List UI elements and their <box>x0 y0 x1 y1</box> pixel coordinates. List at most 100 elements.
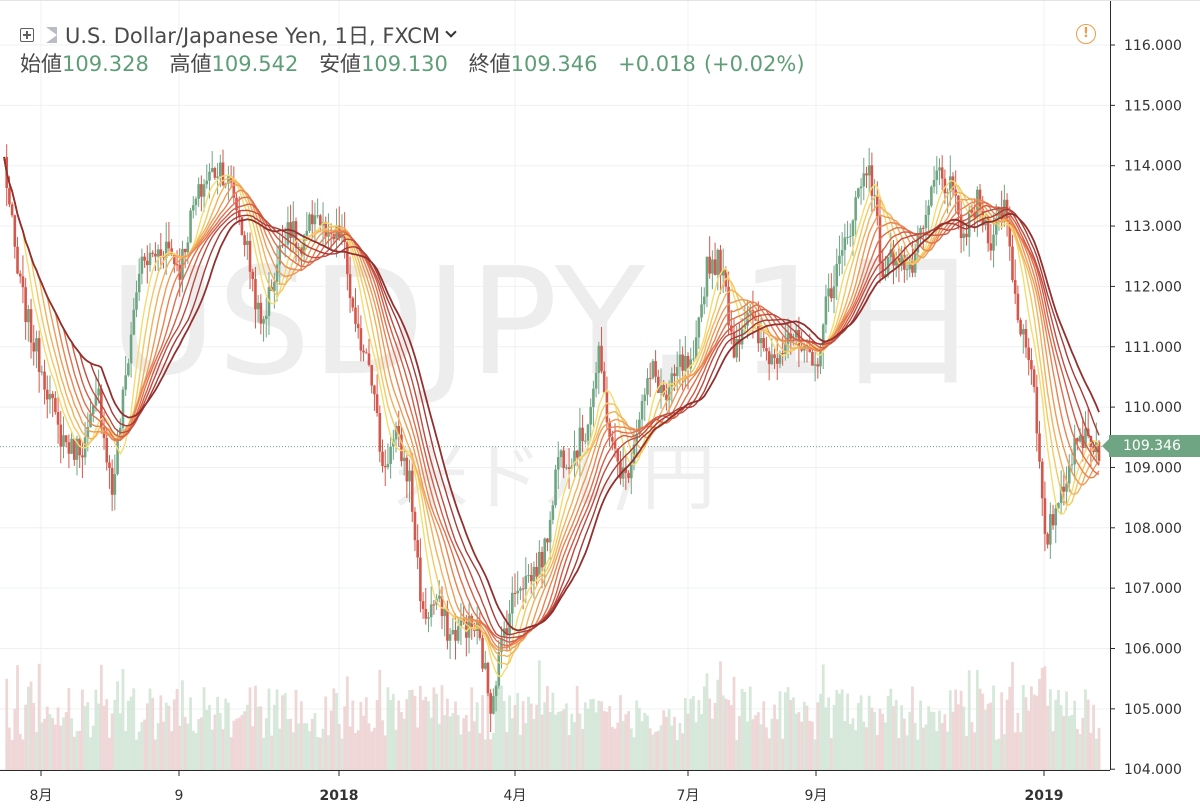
candle-body <box>27 309 30 323</box>
open-value: 109.328 <box>62 52 149 76</box>
volume-bar <box>702 686 706 770</box>
candle-body <box>830 288 833 299</box>
candle-body <box>229 176 233 183</box>
volume-bar <box>351 700 355 770</box>
candle-body <box>167 241 171 249</box>
candle-body <box>562 450 565 469</box>
candle-body <box>848 236 852 238</box>
candle-body <box>410 470 414 512</box>
volume-bar <box>108 737 111 770</box>
volume-bar <box>164 702 168 770</box>
candle-body <box>94 395 98 406</box>
candle-body <box>608 422 611 438</box>
candle-body <box>646 378 649 395</box>
candle-body <box>632 444 636 464</box>
volume-bar <box>1038 678 1041 770</box>
candle-body <box>575 450 579 458</box>
y-tick-label: 108.000 <box>1124 521 1182 537</box>
candle-body <box>1067 465 1071 484</box>
x-tick-label: 9 <box>175 788 184 804</box>
volume-bar <box>870 707 874 770</box>
volume-bar <box>802 701 806 770</box>
candle-body <box>378 413 382 452</box>
volume-bar <box>45 706 49 770</box>
candle-body <box>573 450 576 466</box>
volume-bar <box>873 712 876 770</box>
price-axis[interactable]: 116.000 115.000 114.000 113.000 112.000 111.0… <box>1110 38 1182 778</box>
volume-bar <box>862 721 866 770</box>
ma-line <box>3 156 1100 643</box>
candle-body <box>689 359 693 369</box>
candle-body <box>589 407 593 425</box>
volume-bar <box>935 731 939 770</box>
volume-bar <box>759 724 763 770</box>
volume-bar <box>373 727 376 770</box>
candle-body <box>70 438 73 454</box>
volume-bar <box>232 720 236 770</box>
volume-bar <box>81 689 84 770</box>
high-label: 高値 <box>169 52 212 76</box>
candle-body <box>359 328 363 351</box>
volume-bar <box>248 687 252 770</box>
candle-body <box>86 427 90 438</box>
volume-bar <box>954 689 958 770</box>
flag-icon[interactable] <box>46 27 57 43</box>
volume-bar <box>943 714 947 770</box>
volume-bar <box>938 710 941 770</box>
volume-bar <box>78 730 82 770</box>
candle-body <box>148 252 152 266</box>
volume-bar <box>270 735 274 770</box>
candle-body <box>556 457 560 470</box>
close-label: 終値 <box>468 52 511 76</box>
expand-icon[interactable] <box>20 28 34 42</box>
symbol-title[interactable]: U.S. Dollar/Japanese Yen, 1日, FXCM <box>65 24 441 48</box>
candle-body <box>143 256 146 261</box>
volume-bar <box>367 723 371 770</box>
candle-body <box>713 259 717 275</box>
volume-bar <box>278 728 282 770</box>
candle-body <box>743 325 747 330</box>
candle-body <box>89 414 92 428</box>
candle-body <box>273 281 276 291</box>
volume-bar <box>973 732 977 770</box>
volume-bar <box>324 696 328 770</box>
volume-bar <box>689 698 693 770</box>
volume-bar <box>40 722 44 770</box>
candle-body <box>100 388 103 427</box>
volume-bar <box>1005 699 1009 770</box>
candle-body <box>1081 435 1085 449</box>
candle-body <box>246 240 249 245</box>
volume-bar <box>1008 686 1012 770</box>
candle-body <box>781 352 784 355</box>
candle-body <box>54 397 57 412</box>
volume-bar <box>697 700 701 770</box>
volume-bar <box>897 738 901 770</box>
volume-bar <box>978 688 982 770</box>
candle-body <box>551 505 555 520</box>
candle-body <box>716 249 720 275</box>
candle-body <box>35 338 38 352</box>
candle-body <box>145 260 149 266</box>
y-tick-label: 105.000 <box>1124 702 1182 718</box>
volume-bar <box>456 714 460 770</box>
candle-body <box>643 394 647 401</box>
candle-body <box>938 167 941 171</box>
alert-icon[interactable]: ! <box>1076 24 1096 44</box>
chevron-down-icon[interactable] <box>445 26 457 38</box>
candle-body <box>538 551 541 577</box>
ma-line <box>3 156 1100 652</box>
candle-body <box>251 271 255 279</box>
volume-bar <box>573 722 576 770</box>
candle-body <box>624 467 628 473</box>
candle-body <box>843 237 847 251</box>
volume-bar <box>556 711 560 770</box>
volume-bar <box>283 693 287 770</box>
candle-body <box>984 216 987 226</box>
time-axis[interactable]: 8月 9 2018 4月 7月 9月 2019 <box>30 770 1064 804</box>
volume-bar <box>497 678 501 770</box>
volume-bar <box>329 710 333 770</box>
volume-bar <box>648 728 652 770</box>
volume-bar <box>532 718 536 770</box>
